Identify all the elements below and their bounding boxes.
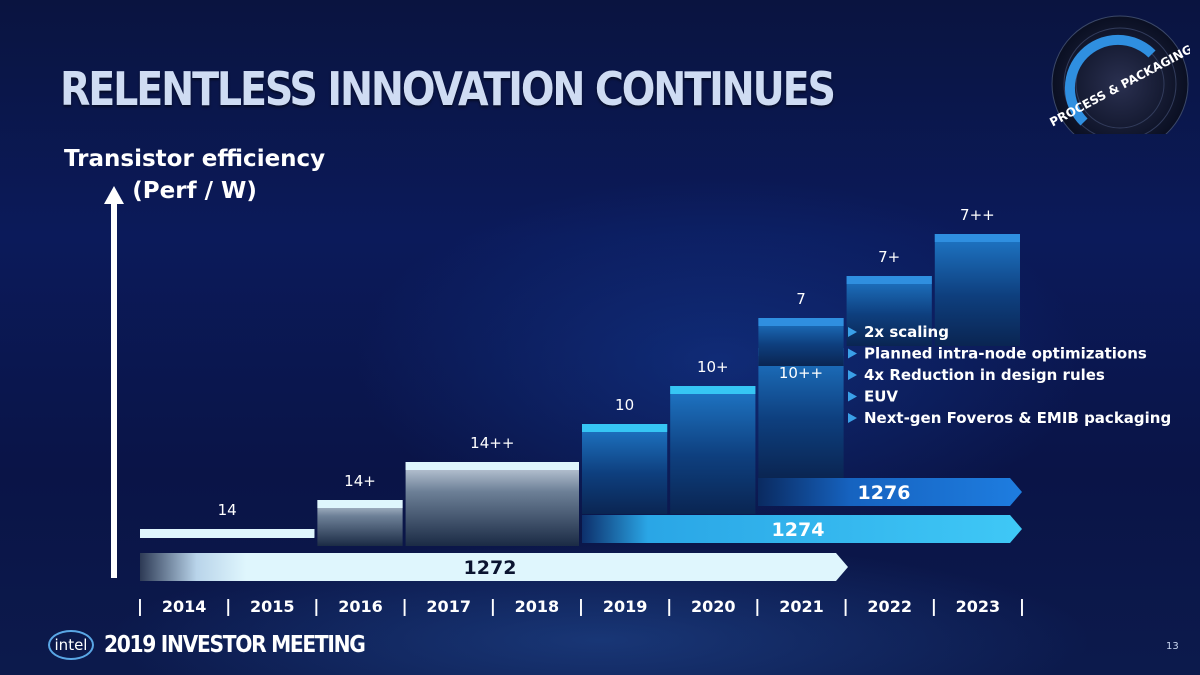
y-axis-arrow-icon (104, 186, 124, 578)
feature-item: Next-gen Foveros & EMIB packaging (864, 409, 1171, 427)
node-label-7+: 7+ (878, 248, 900, 266)
year-tick-label: 2020 (691, 597, 736, 616)
footer-brand: intel 2019 INVESTOR MEETING (48, 628, 400, 662)
year-tick-label: 2017 (426, 597, 471, 616)
node-label-10+: 10+ (697, 358, 729, 376)
process-arrow-label-1272: 1272 (464, 557, 517, 579)
y-axis-label-line2: (Perf / W) (132, 178, 257, 204)
axis-separator: | (931, 597, 937, 617)
node-bar-top-10 (582, 424, 668, 432)
process-arrow-1274 (582, 515, 1022, 543)
node-bar-top-10+ (670, 386, 756, 394)
bullet-arrow-icon (848, 348, 857, 359)
node-label-14: 14 (218, 501, 237, 519)
year-tick-label: 2023 (956, 597, 1001, 616)
feature-item: Planned intra-node optimizations (864, 345, 1147, 363)
axis-separator: | (578, 597, 584, 617)
year-tick-label: 2022 (867, 597, 912, 616)
node-label-14++: 14++ (470, 434, 514, 452)
slide-number: 13 (1166, 641, 1179, 652)
year-tick-label: 2019 (603, 597, 648, 616)
axis-separator: | (401, 597, 407, 617)
node-label-7: 7 (796, 290, 806, 308)
node-bar-14++ (405, 462, 579, 546)
node-bar-10++ (758, 348, 844, 478)
node-label-7++: 7++ (960, 206, 995, 224)
node-bar-7+ (846, 276, 932, 346)
axis-separator: | (842, 597, 848, 617)
axis-separator: | (1019, 597, 1025, 617)
year-tick-label: 2021 (779, 597, 824, 616)
node-label-10: 10 (615, 396, 634, 414)
feature-item: 4x Reduction in design rules (864, 366, 1105, 384)
node-bar-7++ (934, 234, 1020, 346)
year-tick-label: 2016 (338, 597, 383, 616)
year-tick-label: 2018 (515, 597, 560, 616)
feature-item: EUV (864, 388, 898, 406)
feature-item: 2x scaling (864, 323, 949, 341)
node-bar-top-14 (140, 529, 315, 537)
bullet-arrow-icon (848, 370, 857, 380)
event-name: 2019 INVESTOR MEETING (104, 632, 366, 658)
bullet-arrow-icon (848, 327, 857, 337)
year-tick-label: 2014 (162, 597, 207, 616)
node-label-10++: 10++ (779, 364, 823, 382)
page-title: RELENTLESS INNOVATION CONTINUES (60, 62, 836, 116)
node-bar-top-14+ (317, 500, 403, 508)
axis-separator: | (313, 597, 319, 617)
node-bar-top-7+ (846, 276, 932, 284)
axis-separator: | (754, 597, 760, 617)
node-bar-top-7 (758, 318, 844, 326)
year-tick-label: 2015 (250, 597, 295, 616)
y-axis-label: Transistor efficiency (Perf / W) (64, 143, 325, 207)
process-packaging-badge: PROCESS & PACKAGING (1047, 15, 1190, 134)
node-bar-top-7++ (934, 234, 1020, 242)
node-bar-10+ (670, 386, 756, 514)
process-arrow-1272 (140, 553, 848, 581)
process-arrow-1276 (758, 478, 1022, 506)
bullet-arrow-icon (848, 413, 857, 423)
process-arrow-label-1276: 1276 (858, 482, 911, 504)
y-axis-label-line1: Transistor efficiency (64, 146, 326, 172)
node-label-14+: 14+ (344, 472, 376, 490)
axis-separator: | (225, 597, 231, 617)
bullet-arrow-icon (848, 391, 857, 402)
axis-separator: | (666, 597, 672, 617)
node-bar-top-14++ (405, 462, 579, 470)
axis-separator: | (137, 597, 143, 617)
node-bar-10 (582, 424, 668, 514)
axis-separator: | (490, 597, 496, 617)
process-arrow-label-1274: 1274 (772, 519, 825, 541)
intel-logo: intel (48, 630, 94, 660)
